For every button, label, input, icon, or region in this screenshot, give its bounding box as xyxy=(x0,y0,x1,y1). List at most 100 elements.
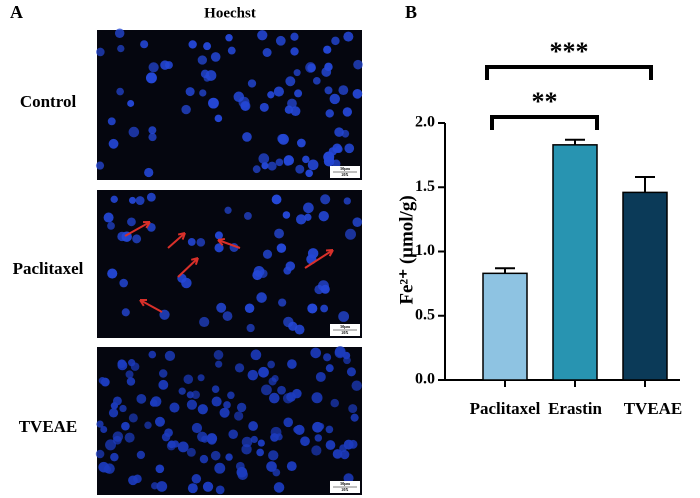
nucleus xyxy=(288,321,298,331)
nucleus xyxy=(130,362,140,371)
nucleus xyxy=(312,421,323,433)
nucleus xyxy=(100,377,110,387)
nucleus xyxy=(119,404,127,413)
significance-label: ** xyxy=(532,87,558,116)
nucleus xyxy=(206,433,218,444)
scale-label: 50μm xyxy=(340,166,350,171)
nucleus xyxy=(275,35,286,46)
y-axis-label: Fe²⁺ (μmol/g) xyxy=(396,195,417,304)
nucleus xyxy=(286,392,296,402)
nucleus xyxy=(124,432,135,443)
nucleus xyxy=(233,91,245,103)
arrow xyxy=(167,232,186,249)
nucleus xyxy=(197,374,205,382)
nucleus xyxy=(256,292,267,303)
nucleus xyxy=(257,30,268,41)
nucleus xyxy=(144,167,154,178)
nucleus xyxy=(244,303,255,314)
nucleus xyxy=(151,482,159,490)
nucleus xyxy=(136,393,147,404)
nucleus xyxy=(158,369,168,378)
nucleus xyxy=(100,426,108,434)
nucleus xyxy=(171,440,180,448)
nucleus xyxy=(342,351,351,360)
nucleus xyxy=(121,421,130,431)
arrow xyxy=(124,221,151,237)
nucleus xyxy=(140,40,149,49)
nucleus xyxy=(296,138,306,148)
nucleus xyxy=(285,261,296,271)
nucleus xyxy=(268,450,279,461)
nucleus xyxy=(250,349,262,361)
nucleus xyxy=(287,359,297,369)
nucleus xyxy=(214,231,223,240)
nucleus xyxy=(164,350,176,362)
nucleus xyxy=(202,481,214,492)
nucleus xyxy=(196,238,206,247)
arrow-head xyxy=(142,221,151,229)
nucleus xyxy=(311,392,323,404)
nucleus xyxy=(203,74,211,82)
nucleus xyxy=(96,420,104,428)
nucleus xyxy=(350,413,359,422)
nucleus xyxy=(121,308,130,317)
nucleus xyxy=(341,129,350,138)
nucleus xyxy=(112,431,124,442)
error-bar xyxy=(635,175,655,193)
nucleus xyxy=(268,392,280,404)
nucleus xyxy=(197,431,208,442)
nucleus xyxy=(329,93,341,105)
nucleus xyxy=(287,98,297,109)
nucleus xyxy=(334,347,346,359)
nucleus xyxy=(117,231,127,242)
nucleus xyxy=(211,396,222,407)
nucleus xyxy=(344,143,355,154)
nucleus xyxy=(103,212,114,223)
nucleus xyxy=(321,67,332,77)
nucleus xyxy=(334,127,344,137)
nucleus xyxy=(286,461,297,472)
nucleus xyxy=(248,421,258,431)
arrow xyxy=(177,257,199,278)
significance-bracket xyxy=(490,115,599,130)
nucleus xyxy=(302,155,310,164)
nucleus xyxy=(243,212,252,220)
nucleus xyxy=(290,32,299,41)
nucleus xyxy=(290,47,299,56)
nucleus xyxy=(261,384,272,396)
nucleus xyxy=(178,387,186,395)
nucleus xyxy=(215,360,223,368)
nucleus xyxy=(183,374,194,385)
nucleus xyxy=(236,402,247,413)
nucleus xyxy=(241,444,252,455)
nucleus xyxy=(95,161,105,170)
nucleus xyxy=(346,367,356,377)
nucleus xyxy=(199,316,210,328)
nucleus xyxy=(146,192,156,202)
nucleus xyxy=(104,463,115,474)
nucleus xyxy=(343,473,354,484)
micrograph xyxy=(97,347,362,495)
nucleus xyxy=(210,52,221,62)
nucleus xyxy=(191,474,202,484)
nucleus xyxy=(246,323,255,333)
nucleus xyxy=(187,483,198,494)
stain-label: Hoechst xyxy=(204,5,256,21)
nucleus xyxy=(318,210,329,222)
nucleus xyxy=(325,364,334,373)
nucleus xyxy=(148,126,157,135)
nucleus xyxy=(210,450,221,461)
nucleus xyxy=(259,102,269,112)
nucleus xyxy=(294,89,303,98)
nucleus xyxy=(214,114,223,123)
nucleus xyxy=(191,422,203,434)
nucleus xyxy=(293,69,301,77)
nucleus xyxy=(340,450,350,460)
nucleus xyxy=(290,106,301,117)
nucleus xyxy=(262,249,273,259)
nucleus xyxy=(191,390,200,400)
y-tick-label: 2.0 xyxy=(415,114,435,131)
bar xyxy=(552,144,598,381)
nucleus xyxy=(199,454,209,464)
